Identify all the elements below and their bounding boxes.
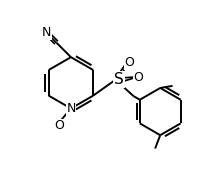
Text: S: S [114, 72, 124, 87]
Text: N: N [42, 26, 51, 39]
Text: N: N [66, 102, 76, 115]
Text: O: O [124, 56, 134, 69]
Text: O: O [133, 71, 143, 84]
Text: O: O [55, 119, 65, 132]
